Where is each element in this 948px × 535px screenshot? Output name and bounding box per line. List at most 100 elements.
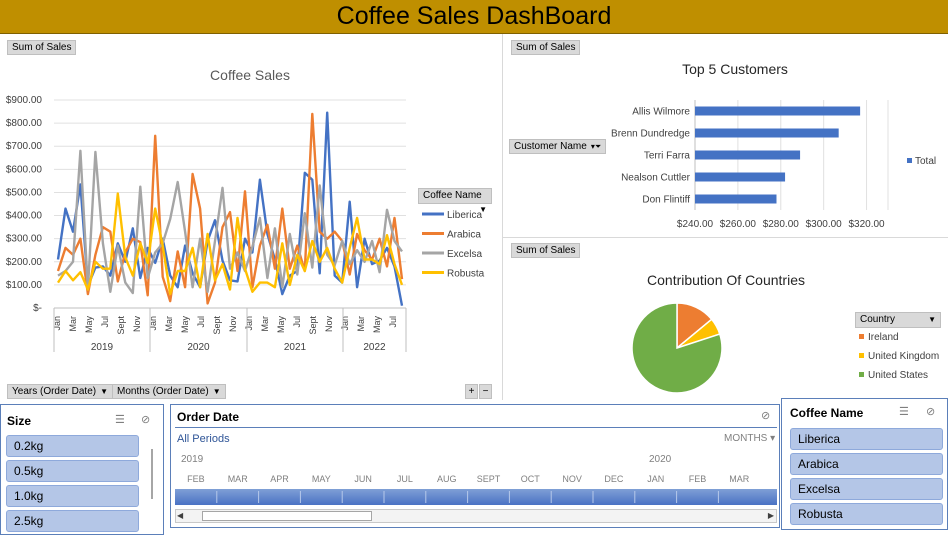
y-tick-label: $400.00 <box>6 211 43 222</box>
timeline-month-label[interactable]: FEB <box>688 474 707 484</box>
size-slicer-item[interactable]: 0.2kg <box>6 435 139 457</box>
timeline-month-label[interactable]: NOV <box>562 474 582 484</box>
timeline-level-dropdown[interactable]: MONTHS ▾ <box>724 433 775 444</box>
timeline-month-label[interactable]: SEPT <box>476 474 501 484</box>
x-month-label: Jul <box>292 316 302 328</box>
coffee-name-legend-filter[interactable]: Coffee Name ▼ <box>418 188 492 214</box>
x-year-label: 2020 <box>187 342 210 353</box>
pie-legend-label: Ireland <box>868 332 899 343</box>
x-month-label: Jul <box>388 316 398 328</box>
y-tick-label: $- <box>33 303 42 314</box>
legend-label-excelsa: Excelsa <box>447 249 482 260</box>
size-slicer-item[interactable]: 0.5kg <box>6 460 139 482</box>
coffee-sales-line-chart: Coffee Sales $- $100.00 $200.00 $300.00 $400… <box>6 67 407 353</box>
customer-bar <box>695 128 839 138</box>
legend-label-liberica: Liberica <box>447 210 482 221</box>
expand-field-button[interactable]: + <box>465 384 478 399</box>
timeline-month-label[interactable]: MAR <box>729 474 750 484</box>
multi-select-icon[interactable]: ☰ <box>899 406 909 418</box>
timeline-ticks <box>216 491 719 503</box>
timeline-month-label[interactable]: DEC <box>604 474 624 484</box>
years-button-label: Years (Order Date) <box>12 386 97 397</box>
size-slicer-item[interactable]: 1.0kg <box>6 485 139 507</box>
line-chart-series <box>56 111 404 306</box>
pie-sum-of-sales-button[interactable]: Sum of Sales <box>511 243 581 258</box>
bar-chart-bars <box>695 106 861 204</box>
timeline-month-label[interactable]: AUG <box>436 474 457 484</box>
bar-legend-label: Total <box>915 156 936 167</box>
timeline-level-label: MONTHS <box>724 433 768 444</box>
y-tick-label: $900.00 <box>6 95 43 106</box>
bar-legend-swatch <box>907 158 912 163</box>
collapse-field-button[interactable]: − <box>479 384 492 399</box>
coffee-slicer-item[interactable]: Robusta <box>790 503 943 525</box>
timeline-month-label[interactable]: OCT <box>520 474 540 484</box>
line-chart-legend: Liberica Arabica Excelsa Robusta <box>422 210 485 280</box>
series-line-excelsa <box>57 149 403 295</box>
y-tick-label: $800.00 <box>6 118 43 129</box>
x-month-label: May <box>372 316 382 334</box>
pie-chart-slices <box>631 302 723 394</box>
size-slicer-title: Size <box>7 414 32 428</box>
customer-label: Terri Farra <box>644 151 691 162</box>
country-legend-filter[interactable]: Country ▼ <box>855 312 941 328</box>
timeline-selection-bar[interactable] <box>175 489 777 505</box>
x-month-label: Nov <box>228 316 238 333</box>
coffee-slicer-item[interactable]: Excelsa <box>790 478 943 500</box>
y-tick-label: $200.00 <box>6 257 43 268</box>
dropdown-arrow-icon: ▼ <box>928 315 936 324</box>
legend-header-label: Coffee Name <box>423 190 482 201</box>
scroll-right-icon[interactable]: ▶ <box>767 511 774 520</box>
x-month-label: Jan <box>244 316 254 331</box>
line-sum-of-sales-button[interactable]: Sum of Sales <box>7 40 77 55</box>
x-tick-label: $260.00 <box>720 219 757 230</box>
customer-label: Allis Wilmore <box>632 107 690 118</box>
series-line-robusta <box>56 192 404 296</box>
coffee-slicer-item[interactable]: Arabica <box>790 453 943 475</box>
scroll-left-icon[interactable]: ◀ <box>177 511 184 520</box>
timeline-month-label[interactable]: APR <box>270 474 289 484</box>
x-month-label: Sept <box>308 316 318 335</box>
x-month-label: May <box>84 316 94 334</box>
panel-divider <box>502 34 503 400</box>
years-order-date-button[interactable]: Years (Order Date) ▼ <box>7 384 114 399</box>
timeline-month-label[interactable]: JUL <box>396 474 413 484</box>
multi-select-icon[interactable]: ☰ <box>115 414 125 426</box>
dashboard-title: Coffee Sales DashBoard <box>336 2 612 30</box>
coffee-slicer-item[interactable]: Liberica <box>790 428 943 450</box>
pie-legend-swatch <box>859 334 864 339</box>
x-year-label: 2022 <box>363 342 386 353</box>
x-month-label: Mar <box>356 316 366 332</box>
clear-filter-icon[interactable]: ⊘ <box>761 410 771 422</box>
clear-filter-icon[interactable]: ⊘ <box>926 406 936 418</box>
months-order-date-button[interactable]: Months (Order Date) ▼ <box>112 384 226 399</box>
filter-icon: ▾⏷ <box>590 142 602 151</box>
pie-chart-legend: Ireland United Kingdom United States <box>859 332 939 381</box>
dropdown-arrow-icon: ▾ <box>770 433 776 444</box>
size-slicer-item[interactable]: 2.5kg <box>6 510 139 532</box>
clear-filter-icon[interactable]: ⊘ <box>141 414 151 426</box>
x-tick-label: $280.00 <box>763 219 800 230</box>
customer-bar <box>695 106 861 116</box>
x-month-label: Nov <box>324 316 334 333</box>
timeline-month-label[interactable]: FEB <box>187 474 205 484</box>
timeline-scrollbar[interactable]: ◀ ▶ <box>175 509 777 523</box>
coffee-name-slicer: Coffee Name ☰ ⊘ Liberica Arabica Excelsa Ro… <box>781 398 948 530</box>
bar-sum-of-sales-button[interactable]: Sum of Sales <box>511 40 581 55</box>
x-tick-label: $240.00 <box>677 219 714 230</box>
line-chart-x-axis: Jan Mar May Jul Sept Nov Jan Mar May Jul Sept Nov Ja… <box>52 307 407 353</box>
timeline-month-label[interactable]: JAN <box>647 474 665 484</box>
customer-name-filter-button[interactable]: Customer Name ▾⏷ <box>509 139 606 154</box>
scroll-thumb[interactable] <box>202 511 372 521</box>
timeline-divider <box>175 427 777 428</box>
legend-label-robusta: Robusta <box>447 269 485 280</box>
pie-chart-title: Contribution Of Countries <box>647 272 805 288</box>
slicer-scrollbar[interactable] <box>151 449 153 499</box>
pie-legend-swatch <box>859 372 864 377</box>
pie-slice-united-states <box>631 302 723 394</box>
timeline-year-label: 2020 <box>649 454 672 465</box>
size-slicer: Size ☰ ⊘ 0.2kg 0.5kg 1.0kg 2.5kg <box>0 404 164 535</box>
timeline-month-label[interactable]: JUN <box>354 474 372 484</box>
timeline-month-label[interactable]: MAR <box>227 474 248 484</box>
timeline-month-label[interactable]: MAY <box>311 474 331 484</box>
